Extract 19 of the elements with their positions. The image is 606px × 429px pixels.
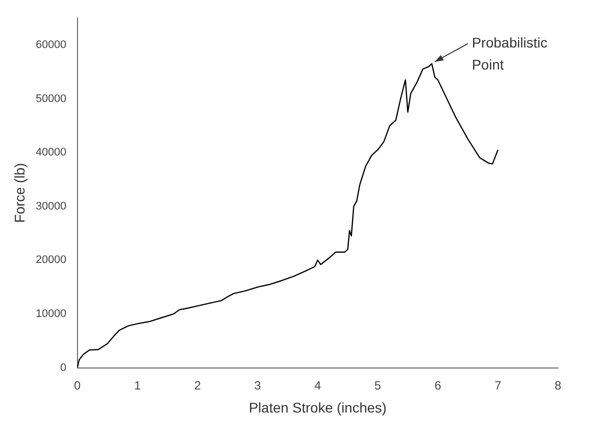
x-tick-label: 7 <box>494 378 502 392</box>
x-tick-label: 5 <box>374 378 382 392</box>
x-tick-label: 3 <box>254 378 262 392</box>
x-tick-label: 0 <box>74 378 82 392</box>
y-tick-label: 60000 <box>36 38 66 51</box>
x-tick-label: 8 <box>554 378 562 392</box>
x-tick-label: 2 <box>194 378 202 392</box>
x-tick-label: 4 <box>314 378 322 392</box>
y-tick-label: 50000 <box>36 92 66 105</box>
y-tick-label: 0 <box>60 362 66 374</box>
x-tick-label: 6 <box>434 378 442 392</box>
y-tick-label: 40000 <box>36 146 66 159</box>
y-tick-label: 10000 <box>36 308 66 320</box>
y-tick-label: 20000 <box>36 254 66 266</box>
y-tick-label: 30000 <box>36 200 66 212</box>
annotation: Probabilistic Point <box>472 34 548 73</box>
x-tick-label: 1 <box>134 378 142 392</box>
x-axis-title: Platen Stroke (inches) <box>248 399 387 416</box>
y-axis-title: Force (lb) <box>11 162 28 223</box>
